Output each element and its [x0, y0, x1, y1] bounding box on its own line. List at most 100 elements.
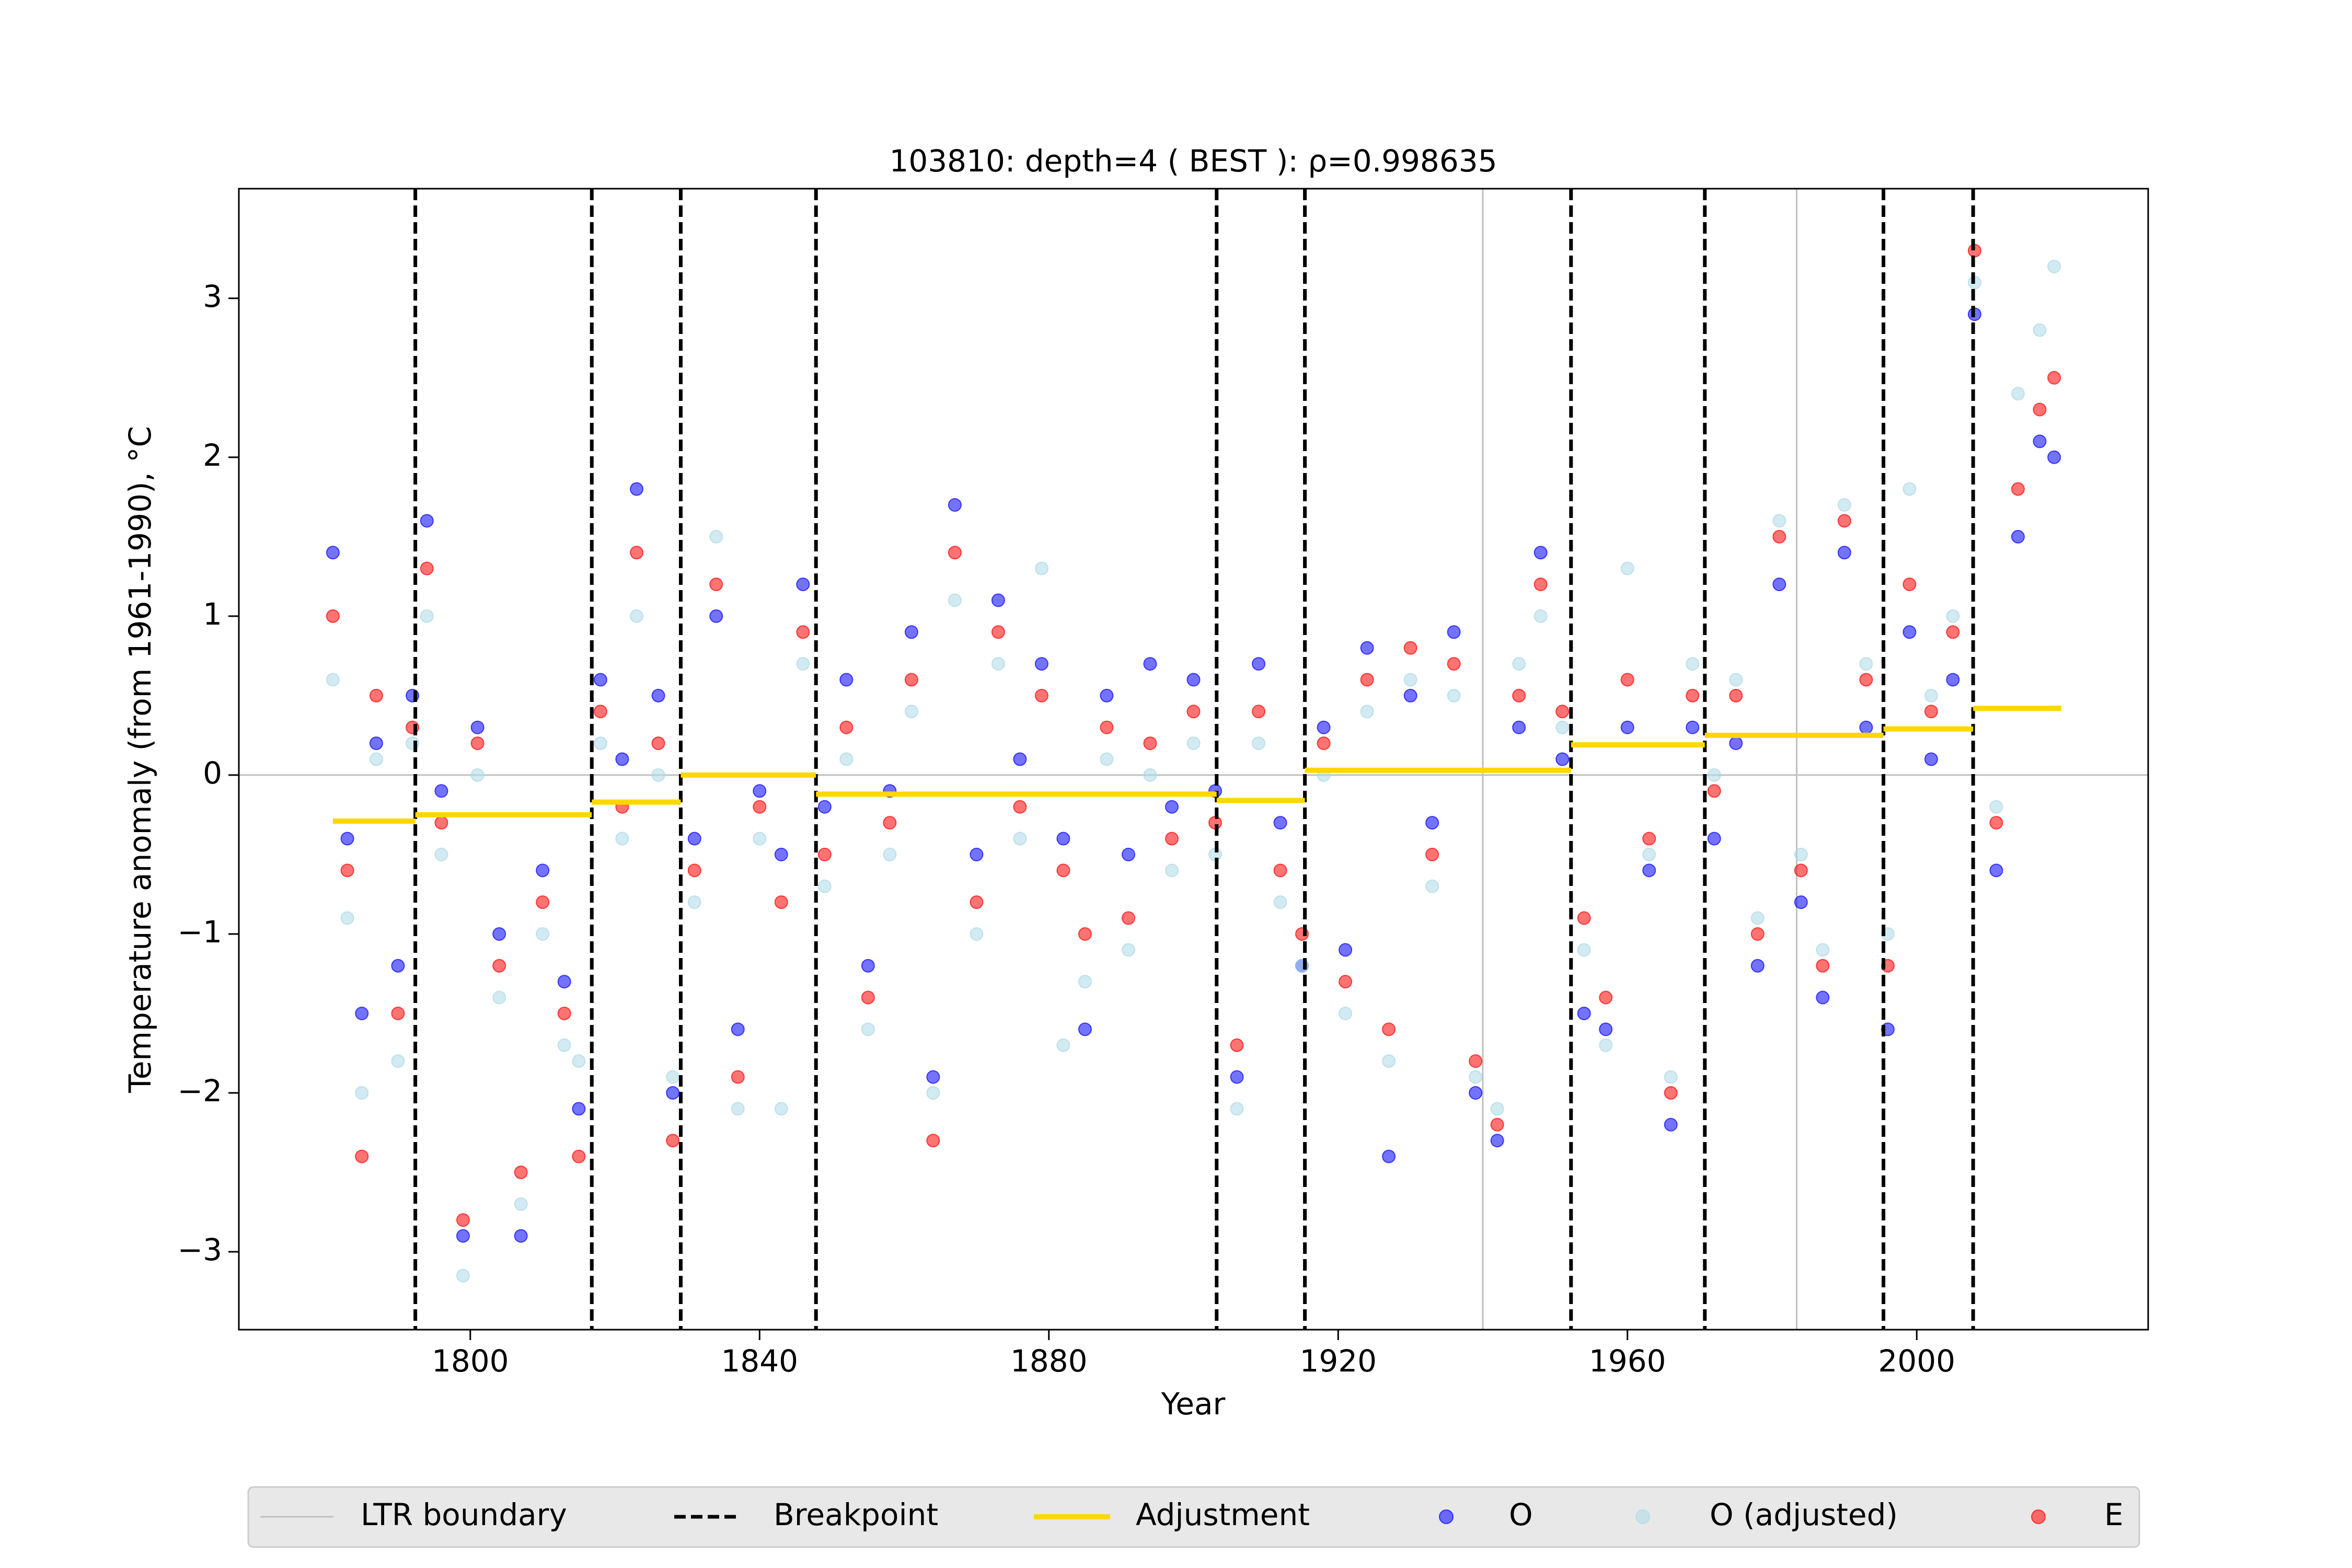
data-point — [1794, 847, 1808, 861]
data-point — [456, 1213, 470, 1227]
data-point — [991, 593, 1005, 607]
data-point — [1555, 752, 1570, 766]
data-point — [1946, 673, 1960, 687]
data-point — [355, 1149, 369, 1163]
data-point — [1642, 847, 1656, 861]
data-point — [340, 911, 354, 925]
data-point — [630, 546, 644, 560]
data-point — [926, 1134, 940, 1148]
data-point — [1859, 720, 1873, 734]
legend-swatch — [2031, 1509, 2046, 1524]
legend-label: E — [2104, 1497, 2124, 1532]
x-tick-label: 1800 — [432, 1343, 509, 1379]
data-point — [326, 609, 340, 623]
data-point — [1816, 959, 1830, 973]
data-point — [904, 705, 918, 719]
data-point — [1469, 1054, 1483, 1068]
data-point — [839, 673, 854, 687]
data-point — [1729, 673, 1743, 687]
data-point — [420, 514, 434, 528]
data-point — [1772, 529, 1786, 544]
data-point — [1903, 578, 1917, 592]
data-point — [572, 1054, 586, 1068]
data-point — [1599, 1038, 1613, 1052]
legend-swatch — [1439, 1509, 1454, 1524]
data-point — [492, 927, 506, 941]
legend-box — [247, 1486, 2140, 1548]
legend-label: LTR boundary — [361, 1497, 567, 1532]
data-point — [1360, 641, 1374, 655]
x-tick-label: 1960 — [1589, 1343, 1666, 1379]
x-axis-label: Year — [1161, 1386, 1226, 1422]
data-point — [1534, 609, 1548, 623]
data-point — [1165, 863, 1179, 878]
data-point — [970, 927, 984, 941]
data-point — [1013, 752, 1027, 766]
data-point — [572, 1102, 586, 1116]
data-point — [630, 482, 644, 496]
data-point — [709, 609, 723, 623]
data-point — [1903, 625, 1917, 639]
data-point — [904, 625, 918, 639]
data-point — [1469, 1070, 1483, 1084]
data-point — [420, 609, 434, 623]
data-point — [1056, 863, 1070, 878]
data-point — [1447, 625, 1461, 639]
data-point — [557, 1006, 571, 1020]
data-point — [536, 863, 550, 878]
data-point — [593, 673, 607, 687]
data-point — [1555, 705, 1570, 719]
data-point — [1165, 800, 1179, 814]
data-point — [883, 816, 897, 830]
data-point — [536, 895, 550, 909]
data-point — [1273, 895, 1287, 909]
data-point — [1490, 1134, 1504, 1148]
data-point — [1252, 705, 1266, 719]
data-point — [731, 1022, 745, 1036]
data-point — [557, 1038, 571, 1052]
data-point — [1577, 943, 1591, 957]
data-point — [572, 1149, 586, 1163]
data-point — [1078, 1022, 1092, 1036]
data-point — [687, 863, 701, 878]
data-point — [651, 736, 665, 751]
data-point — [1837, 498, 1851, 512]
data-point — [326, 673, 340, 687]
data-point — [514, 1166, 528, 1180]
data-point — [1924, 752, 1938, 766]
data-point — [1599, 1022, 1613, 1036]
data-point — [651, 768, 665, 782]
y-axis-label: Temperature anomaly (from 1961-1990), °C — [122, 426, 158, 1093]
data-point — [1686, 720, 1700, 734]
data-point — [1186, 673, 1201, 687]
data-point — [1707, 768, 1721, 782]
data-point — [666, 1070, 680, 1084]
data-point — [753, 800, 767, 814]
data-point — [1230, 1102, 1244, 1116]
data-point — [991, 625, 1005, 639]
y-tick-label: 0 — [203, 755, 222, 791]
chart-title: 103810: depth=4 ( BEST ): ρ=0.998635 — [889, 143, 1497, 179]
data-point — [926, 1070, 940, 1084]
data-point — [774, 847, 788, 861]
data-point — [1642, 863, 1656, 878]
data-point — [615, 832, 629, 846]
data-point — [1143, 736, 1157, 751]
data-point — [470, 768, 485, 782]
data-point — [1794, 895, 1808, 909]
data-point — [991, 657, 1005, 671]
data-point — [2033, 402, 2047, 417]
data-point — [1382, 1149, 1396, 1163]
data-point — [1447, 657, 1461, 671]
data-point — [1924, 705, 1938, 719]
data-point — [492, 959, 506, 973]
data-point — [2011, 529, 2025, 544]
data-point — [355, 1006, 369, 1020]
plot-area — [239, 189, 2148, 1330]
data-point — [753, 784, 767, 798]
data-point — [1577, 911, 1591, 925]
data-point — [1100, 752, 1114, 766]
data-point — [355, 1086, 369, 1100]
data-point — [687, 832, 701, 846]
